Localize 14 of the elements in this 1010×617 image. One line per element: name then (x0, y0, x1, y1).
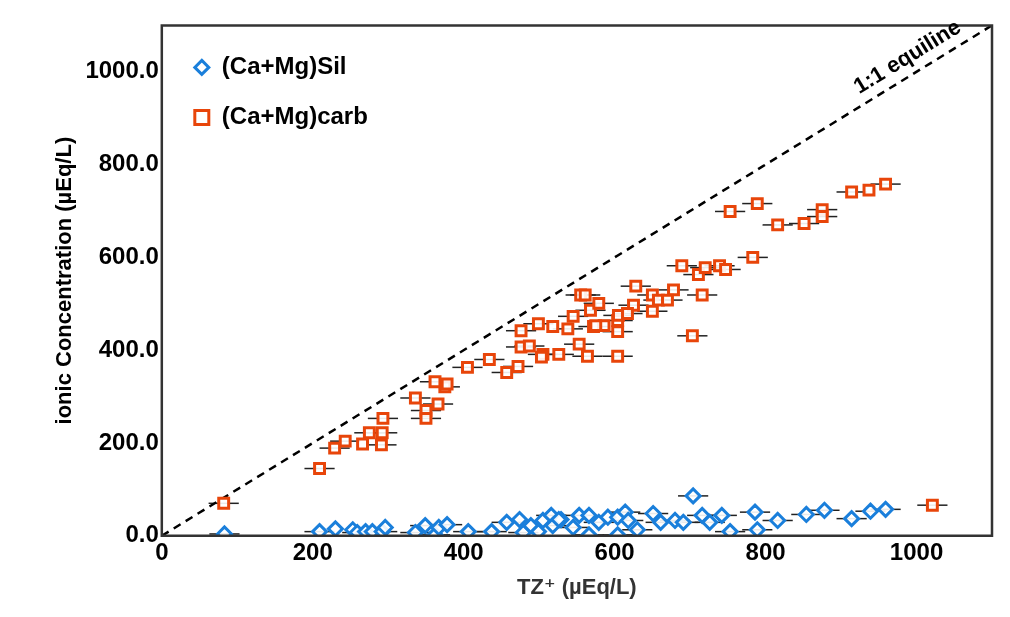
x-tick-label: 600 (594, 537, 635, 565)
y-tick-label: 600.0 (98, 242, 159, 270)
y-tick-label: 1000.0 (85, 56, 159, 84)
y-axis-title: ionic Concentration (µEq/L) (51, 136, 77, 425)
y-tick-label: 200.0 (98, 427, 159, 455)
x-axis-title: TZ⁺ (µEq/L) (517, 573, 637, 599)
legend-label: (Ca+Mg)Sil (221, 52, 347, 80)
x-tick-label: 800 (745, 537, 786, 565)
x-tick-label: 400 (443, 537, 484, 565)
legend-label: (Ca+Mg)carb (221, 102, 368, 130)
y-tick-label: 400.0 (98, 334, 159, 362)
x-tick-label: 1000 (889, 537, 944, 565)
y-tick-label: 800.0 (98, 149, 159, 177)
x-tick-label: 200 (292, 537, 333, 565)
